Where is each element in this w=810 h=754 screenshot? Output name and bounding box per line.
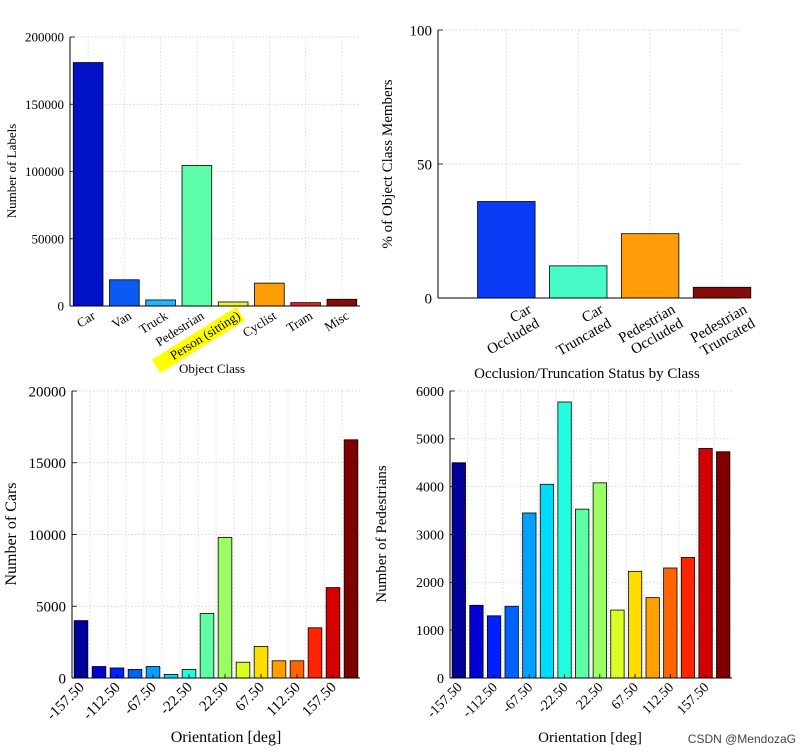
bar (127, 668, 143, 679)
x-tick-label: PedestrianTruncated (688, 301, 759, 360)
x-tick-label: Car (74, 307, 98, 330)
y-tick-label: 6000 (416, 385, 444, 400)
y-tick-label: 15000 (29, 456, 67, 472)
bar (469, 604, 484, 679)
x-tick-label: PedestrianOccluded (616, 301, 687, 360)
bar (343, 439, 359, 679)
bar (504, 605, 519, 679)
y-axis-label: Number of Labels (4, 124, 19, 219)
chart-pedestrian-orientation: 0 1000 2000 3000 4000 5000 6000 -157.50-112.50-… (374, 385, 732, 746)
bar (627, 570, 643, 679)
bar (271, 660, 287, 679)
bar (549, 265, 608, 299)
x-tick-label: -67.50 (121, 680, 160, 719)
y-tick-label: 10000 (29, 528, 67, 544)
bar (326, 298, 358, 307)
x-tick-label: -112.50 (80, 680, 124, 724)
bar (557, 401, 572, 679)
bar (73, 620, 89, 679)
x-tick-label: CarOccluded (477, 301, 543, 358)
bar (680, 557, 696, 679)
bar (235, 661, 251, 679)
y-tick-label: 150000 (25, 97, 64, 112)
x-tick-label: -112.50 (460, 680, 501, 721)
x-tick-label: 67.50 (609, 680, 642, 713)
y-tick-label: 1000 (416, 624, 444, 639)
y-tick-label: 2000 (416, 576, 444, 591)
x-tick-label: 112.50 (264, 680, 304, 720)
bar (217, 301, 249, 307)
x-tick-label: -67.50 (500, 680, 536, 716)
bar (522, 512, 537, 679)
x-tick-label: Tram (284, 308, 315, 335)
bar (72, 62, 104, 307)
bar (199, 613, 215, 679)
bar (539, 483, 555, 679)
y-axis-label: Number of Cars (3, 482, 20, 585)
bar (575, 508, 590, 679)
bar (217, 536, 233, 679)
chart-car-orientation: 05000100001500020000-157.50-112.50-67.50… (3, 384, 360, 746)
bar (716, 451, 731, 679)
y-tick-label: 0 (59, 671, 67, 687)
bar (145, 299, 176, 307)
bar (91, 666, 107, 679)
bar (592, 482, 607, 679)
x-tick-label: Van (109, 308, 135, 332)
x-tick-label: -157.50 (425, 680, 466, 721)
y-tick-label: 5000 (36, 600, 66, 616)
y-tick-label: 0 (437, 672, 444, 687)
y-axis-label: Number of Pedestrians (374, 465, 390, 603)
bar (254, 282, 285, 307)
x-tick-label: -22.50 (535, 680, 571, 716)
y-tick-label: 3000 (416, 528, 444, 543)
bar (290, 302, 321, 307)
bar (663, 567, 678, 679)
x-axis-label: Orientation [deg] (171, 729, 282, 746)
highlight-mark (151, 306, 245, 374)
watermark: CSDN @MendozaG (687, 732, 796, 746)
x-tick-label: 157.50 (675, 680, 713, 718)
bar (163, 674, 179, 679)
y-axis-label: % of Object Class Members (380, 79, 396, 248)
x-tick-label: 22.50 (574, 680, 607, 713)
x-tick-label: -22.50 (157, 680, 196, 719)
bar (109, 279, 140, 307)
y-tick-label: 4000 (416, 481, 444, 496)
x-tick-label: 67.50 (233, 680, 268, 715)
y-tick-label: 50000 (32, 231, 65, 246)
bar (620, 233, 680, 299)
y-tick-label: 100 (410, 23, 433, 39)
x-axis-label: Orientation [deg] (538, 730, 642, 746)
bar (477, 201, 536, 299)
x-tick-label: Cyclist (240, 308, 280, 340)
y-tick-label: 200000 (25, 30, 64, 45)
y-tick-label: 5000 (416, 433, 444, 448)
bar (307, 627, 323, 679)
bar (451, 462, 466, 679)
x-tick-label: 22.50 (197, 680, 232, 715)
bar (610, 609, 625, 679)
x-tick-label: Misc (321, 308, 351, 335)
x-axis-label: Occlusion/Truncation Status by Class (474, 366, 700, 382)
y-tick-label: 0 (58, 299, 65, 314)
y-tick-label: 0 (425, 291, 433, 307)
bar (181, 165, 213, 307)
bar (253, 646, 269, 679)
x-axis-label: Object Class (179, 361, 245, 376)
bar (645, 597, 660, 679)
bar (486, 615, 502, 679)
bar (698, 447, 713, 679)
bar (692, 286, 752, 299)
y-tick-label: 20000 (29, 384, 67, 400)
x-tick-label: CarTruncated (546, 301, 615, 359)
x-tick-label: 112.50 (640, 680, 677, 717)
x-tick-label: 157.50 (299, 680, 339, 720)
y-tick-label: 50 (417, 157, 432, 173)
bar (325, 587, 341, 679)
y-tick-label: 100000 (25, 164, 64, 179)
